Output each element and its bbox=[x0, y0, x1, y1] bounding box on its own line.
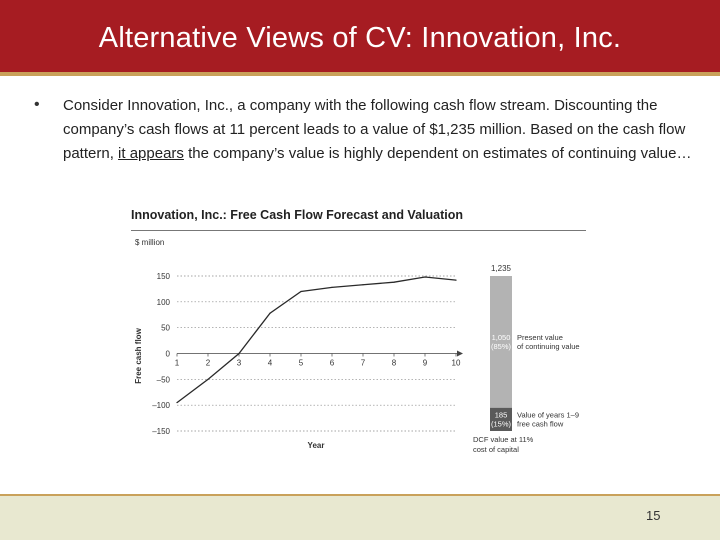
y-tick-label: 50 bbox=[161, 324, 170, 333]
y-axis-label: Free cash flow bbox=[134, 327, 143, 383]
dcf-caption-line1: DCF value at 11% bbox=[473, 435, 534, 444]
y-tick-label: 150 bbox=[157, 272, 171, 281]
fcf-point bbox=[331, 286, 333, 288]
fcf-point bbox=[424, 276, 426, 278]
x-tick-label: 8 bbox=[392, 359, 397, 368]
x-tick-label: 9 bbox=[423, 359, 428, 368]
x-tick-label: 2 bbox=[206, 359, 211, 368]
slide-title: Alternative Views of CV: Innovation, Inc… bbox=[98, 22, 622, 54]
y-tick-label: 0 bbox=[166, 350, 171, 359]
explicit-period-bar bbox=[490, 407, 512, 431]
chart-title-rule bbox=[131, 230, 586, 231]
fcf-point bbox=[393, 281, 395, 283]
footer bbox=[0, 494, 720, 540]
y-tick-label: –50 bbox=[157, 375, 171, 384]
fcf-point bbox=[455, 279, 457, 281]
fcf-chart: $ million 150 100 50 0 –50 –100 –150 1 2 3 4 5 6 7 8 9 10… bbox=[134, 238, 580, 454]
dcf-caption-line2: cost of capital bbox=[473, 445, 519, 454]
x-tick-label: 6 bbox=[330, 359, 335, 368]
bullet-paragraph: Consider Innovation, Inc., a company wit… bbox=[63, 94, 695, 166]
fcf-point bbox=[362, 284, 364, 286]
explicit-period-pct: (15%) bbox=[491, 419, 512, 428]
continuing-value-bar bbox=[490, 276, 512, 408]
footer-rule bbox=[0, 494, 720, 496]
fcf-point bbox=[176, 401, 178, 404]
continuing-value-amount: 1,050 bbox=[492, 333, 511, 342]
zero-axis-arrow bbox=[457, 350, 463, 357]
fcf-point bbox=[238, 352, 240, 355]
page-number: 15 bbox=[646, 508, 661, 523]
chart-title: Innovation, Inc.: Free Cash Flow Forecas… bbox=[131, 208, 464, 222]
fcf-point bbox=[300, 290, 302, 293]
fcf-point bbox=[269, 312, 271, 314]
fcf-point bbox=[207, 378, 209, 380]
x-tick-label: 1 bbox=[175, 359, 180, 368]
explicit-period-desc-line2: free cash flow bbox=[517, 419, 564, 428]
bullet-text-part2: the company’s value is highly dependent … bbox=[183, 145, 692, 162]
y-tick-label: 100 bbox=[157, 298, 171, 307]
continuing-value-desc-line1: Present value bbox=[517, 333, 563, 342]
x-tick-label: 10 bbox=[452, 359, 461, 368]
fcf-line bbox=[176, 276, 457, 404]
continuing-value-desc-line2: of continuing value bbox=[517, 342, 580, 351]
explicit-period-desc-line1: Value of years 1–9 bbox=[517, 410, 579, 419]
title-accent-rule bbox=[0, 72, 720, 76]
unit-label: $ million bbox=[135, 238, 164, 247]
y-tick-label: –150 bbox=[152, 427, 170, 436]
bullet-text-part1: Consider Innovation, Inc., a company wit… bbox=[63, 97, 686, 162]
x-tick-label: 7 bbox=[361, 359, 366, 368]
x-axis-label: Year bbox=[308, 441, 325, 450]
total-value-label: 1,235 bbox=[491, 264, 512, 273]
x-tick-label: 3 bbox=[237, 359, 242, 368]
explicit-period-amount: 185 bbox=[495, 410, 508, 419]
bullet-text-underlined: it appears bbox=[118, 145, 184, 162]
continuing-value-pct: (85%) bbox=[491, 342, 512, 351]
bullet-icon: • bbox=[34, 96, 40, 113]
y-tick-label: –100 bbox=[152, 401, 170, 410]
x-tick-label: 5 bbox=[299, 359, 304, 368]
x-tick-label: 4 bbox=[268, 359, 273, 368]
title-bar: Alternative Views of CV: Innovation, Inc… bbox=[0, 0, 720, 76]
